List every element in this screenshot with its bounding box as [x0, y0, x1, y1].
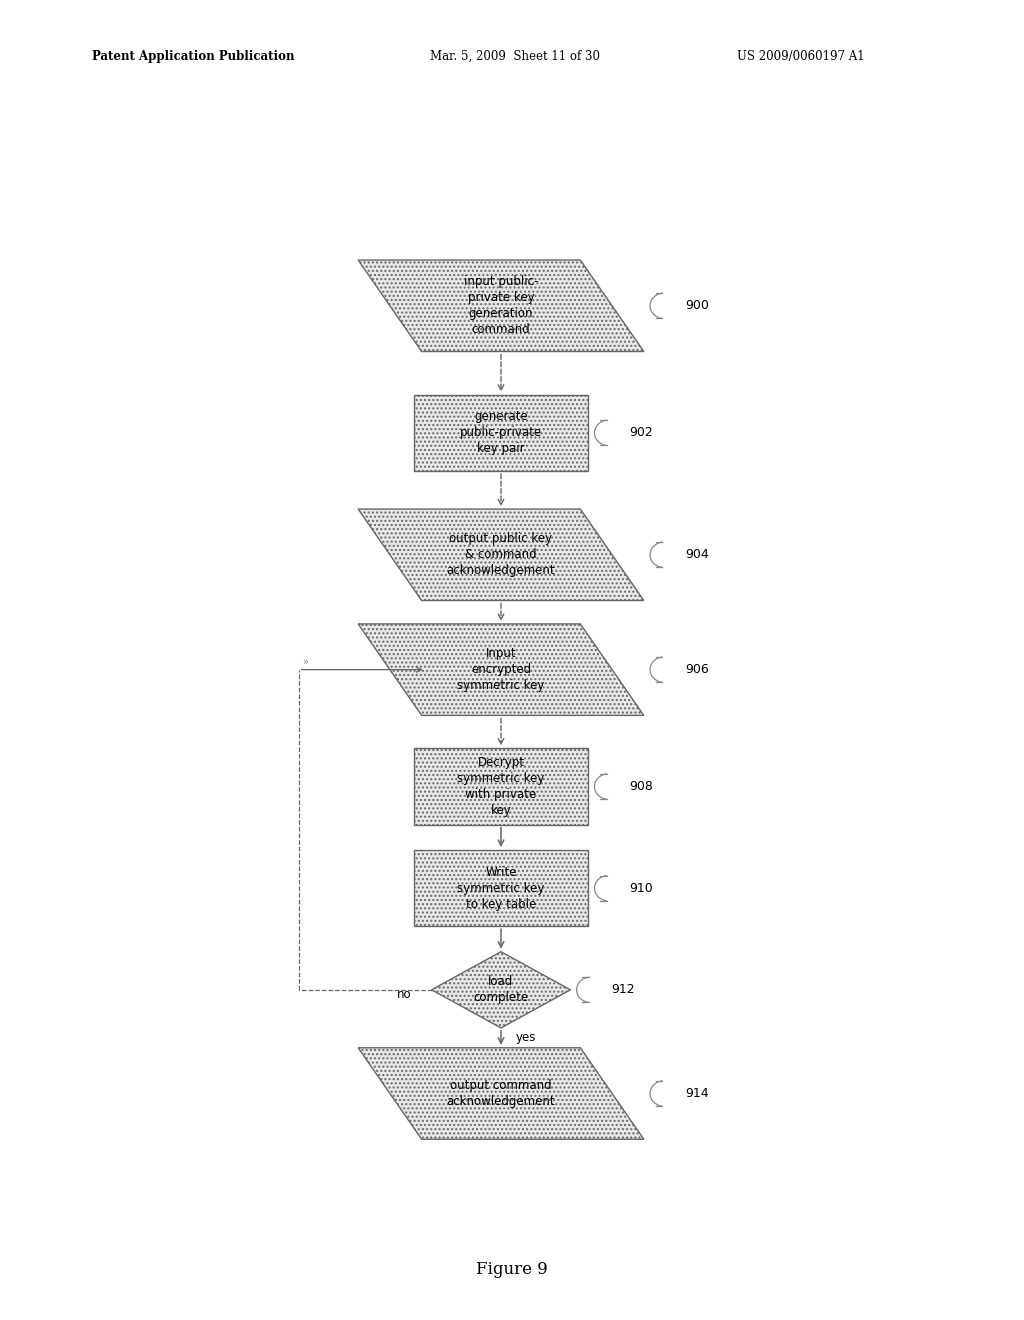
- Text: load
complete: load complete: [473, 975, 528, 1005]
- Polygon shape: [358, 624, 644, 715]
- Text: Decrypt
symmetric key
with private
key: Decrypt symmetric key with private key: [458, 756, 545, 817]
- Text: 910: 910: [630, 882, 653, 895]
- Text: 914: 914: [685, 1086, 709, 1100]
- Text: Write
symmetric key
to key table: Write symmetric key to key table: [458, 866, 545, 911]
- Text: 906: 906: [685, 663, 709, 676]
- Text: 902: 902: [630, 426, 653, 440]
- Text: 900: 900: [685, 300, 709, 313]
- Text: output command
acknowledgement: output command acknowledgement: [446, 1078, 555, 1107]
- Polygon shape: [358, 260, 644, 351]
- Text: output public key
& command
acknowledgement: output public key & command acknowledgem…: [446, 532, 555, 577]
- Bar: [414, 850, 588, 927]
- Text: Input
encrypted
symmetric key: Input encrypted symmetric key: [458, 647, 545, 692]
- Text: yes: yes: [515, 1031, 536, 1044]
- Polygon shape: [358, 1048, 644, 1139]
- Text: Patent Application Publication: Patent Application Publication: [92, 50, 295, 63]
- Text: generate
public-private
key pair: generate public-private key pair: [460, 411, 542, 455]
- Bar: [414, 395, 588, 471]
- Text: »: »: [303, 656, 308, 667]
- Text: 908: 908: [630, 780, 653, 793]
- Text: 912: 912: [611, 983, 635, 997]
- Polygon shape: [358, 510, 644, 601]
- Text: no: no: [397, 989, 412, 1002]
- Text: 904: 904: [685, 548, 709, 561]
- Text: Figure 9: Figure 9: [476, 1261, 548, 1278]
- Text: input public-
private key
generation
command: input public- private key generation com…: [464, 276, 539, 337]
- Text: Mar. 5, 2009  Sheet 11 of 30: Mar. 5, 2009 Sheet 11 of 30: [430, 50, 600, 63]
- Text: US 2009/0060197 A1: US 2009/0060197 A1: [737, 50, 865, 63]
- Polygon shape: [431, 952, 570, 1028]
- Bar: [414, 748, 588, 825]
